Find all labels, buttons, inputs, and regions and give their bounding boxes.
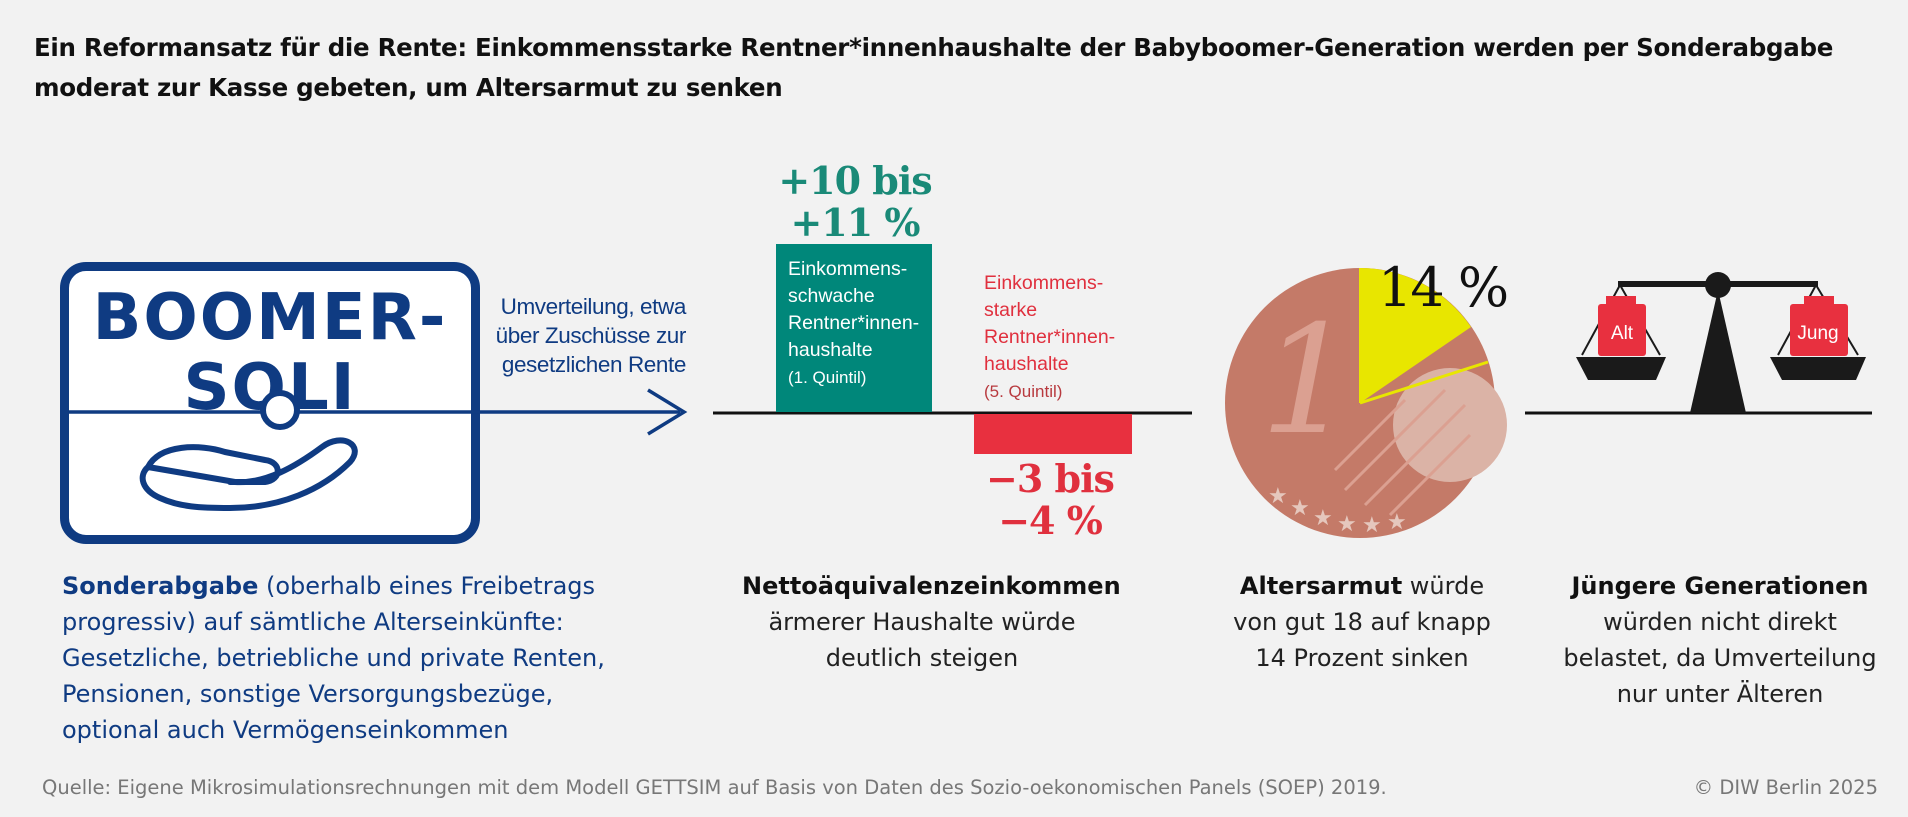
- caption-1-line2: progressiv) auf sämtliche Alterseinkünft…: [62, 608, 564, 636]
- weight-alt-label: Alt: [1610, 323, 1634, 344]
- caption-1-rest: (oberhalb eines Freibetrags: [258, 572, 596, 600]
- loss-label-line2: −4 %: [998, 498, 1103, 543]
- bar-high-income-quintil: (5. Quintil): [984, 382, 1063, 401]
- poverty-rate-label: 14 %: [1378, 256, 1509, 319]
- bar-high-income: [974, 414, 1132, 454]
- bar-low-income-line2: schwache: [788, 285, 875, 307]
- hand-coin-icon: [69, 390, 480, 511]
- loss-label-line1: −3 bis: [986, 456, 1115, 501]
- caption-4-line4: nur unter Älteren: [1616, 680, 1824, 708]
- source-note: Quelle: Eigene Mikrosimulationsrechnunge…: [42, 776, 1387, 799]
- caption-1-line4: Pensionen, sonstige Versorgungsbezüge,: [62, 680, 554, 708]
- redistribution-arrow-head: [647, 388, 688, 436]
- bar-high-income-line2: starke: [984, 299, 1038, 321]
- caption-2-line2: ärmerer Haushalte würde: [768, 608, 1076, 636]
- redistribution-line2: über Zuschüsse zur: [495, 323, 687, 348]
- caption-generations: Jüngere Generationen würden nicht direkt…: [1550, 568, 1890, 712]
- bar-high-income-label: Einkommens- starke Rentner*innen- hausha…: [984, 270, 1144, 405]
- caption-2-line3: deutlich steigen: [825, 644, 1019, 672]
- caption-3-bold: Altersarmut: [1239, 572, 1403, 600]
- svg-text:★: ★: [1387, 510, 1407, 535]
- svg-text:★: ★: [1337, 512, 1357, 537]
- caption-2-bold: Nettoäquivalenzeinkommen: [742, 572, 1121, 600]
- poverty-share-slice: [1360, 268, 1471, 403]
- balance-scale-icon: [1525, 272, 1872, 415]
- coin-digit: 1: [1260, 294, 1355, 468]
- svg-text:★: ★: [1313, 506, 1333, 531]
- caption-1-line3: Gesetzliche, betriebliche und private Re…: [62, 644, 605, 672]
- caption-3-line3: 14 Prozent sinken: [1255, 644, 1469, 672]
- svg-text:★: ★: [1290, 496, 1310, 521]
- page-title: Ein Reformansatz für die Rente: Einkomme…: [34, 33, 1834, 102]
- euro-coin-icon: 1 ★ ★ ★ ★ ★ ★: [1225, 268, 1507, 538]
- caption-4-bold: Jüngere Generationen: [1571, 572, 1869, 600]
- weight-alt: [1598, 304, 1646, 356]
- caption-3-rest: würde: [1402, 572, 1485, 600]
- svg-text:★: ★: [1268, 484, 1288, 509]
- redistribution-line1: Umverteilung, etwa: [500, 294, 687, 319]
- weight-jung-label: Jung: [1797, 323, 1839, 344]
- bar-high-income-line1: Einkommens-: [984, 272, 1104, 294]
- boomer-soli-panel: BOOMER- SOLI: [60, 262, 480, 544]
- boomer-soli-line1: BOOMER-: [92, 281, 448, 355]
- weight-jung: [1790, 304, 1848, 356]
- bar-high-income-line4: haushalte: [984, 353, 1069, 375]
- bar-high-income-line3: Rentner*innen-: [984, 326, 1116, 348]
- loss-value-label: −3 bis −4 %: [970, 458, 1130, 542]
- bar-low-income-quintil: (1. Quintil): [788, 368, 867, 387]
- copyright-note: © DIW Berlin 2025: [1693, 776, 1878, 799]
- caption-income: Nettoäquivalenzeinkommen ärmerer Haushal…: [742, 568, 1121, 676]
- gain-label-line2: +11 %: [790, 200, 920, 245]
- caption-sonderabgabe: Sonderabgabe (oberhalb eines Freibetrags…: [62, 568, 662, 748]
- bar-low-income-line4: haushalte: [788, 339, 873, 361]
- bar-low-income-label: Einkommens- schwache Rentner*innen- haus…: [788, 256, 928, 391]
- redistribution-line3: gesetzlichen Rente: [501, 352, 687, 377]
- caption-3-line2: von gut 18 auf knapp: [1233, 608, 1491, 636]
- caption-4-line2: würden nicht direkt: [1603, 608, 1837, 636]
- redistribution-label: Umverteilung, etwa über Zuschüsse zur ge…: [470, 292, 687, 379]
- bar-low-income-line3: Rentner*innen-: [788, 312, 920, 334]
- caption-1-line5: optional auch Vermögenseinkommen: [62, 716, 509, 744]
- gain-label-line1: +10 bis: [778, 158, 932, 203]
- caption-4-line3: belastet, da Umverteilung: [1563, 644, 1877, 672]
- caption-poverty: Altersarmut würde von gut 18 auf knapp 1…: [1212, 568, 1512, 676]
- caption-1-bold: Sonderabgabe: [62, 572, 259, 600]
- svg-text:★: ★: [1362, 513, 1382, 538]
- gain-value-label: +10 bis +11 %: [760, 160, 950, 244]
- bar-low-income-line1: Einkommens-: [788, 258, 908, 280]
- bar-low-income: Einkommens- schwache Rentner*innen- haus…: [776, 244, 932, 412]
